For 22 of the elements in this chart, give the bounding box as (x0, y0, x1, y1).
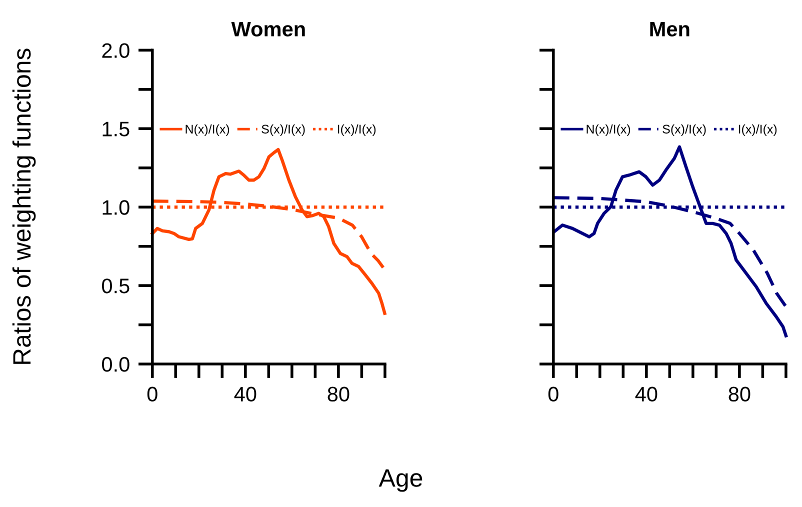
y-tick-label: 0.0 (102, 357, 130, 372)
legend-label: S(x)/I(x) (262, 124, 305, 136)
y-tick-label: 1.5 (102, 122, 130, 136)
legend-label: N(x)/I(x) (186, 124, 230, 136)
x-tick-label: 80 (328, 386, 350, 402)
x-tick-label: 0 (548, 386, 558, 402)
x-tick-label: 40 (234, 386, 256, 402)
y-tick-label: 2.0 (102, 43, 130, 58)
x-tick-label: 0 (147, 386, 158, 402)
x-tick-label: 80 (728, 386, 750, 402)
y-tick-label: 0.5 (102, 278, 130, 294)
line-series (150, 148, 386, 315)
legend-label: I(x)/I(x) (338, 124, 376, 136)
y-tick-label: 1.0 (102, 200, 130, 215)
legend-label: I(x)/I(x) (738, 124, 777, 136)
chart-title: Men (650, 22, 690, 37)
legend-label: S(x)/I(x) (662, 124, 706, 136)
chart-title: Women (231, 22, 305, 37)
x-axis-title: Age (378, 469, 422, 492)
y-axis-title: Ratios of weighting functions (12, 48, 36, 364)
x-tick-label: 40 (635, 386, 658, 402)
legend-label: N(x)/I(x) (586, 124, 630, 136)
